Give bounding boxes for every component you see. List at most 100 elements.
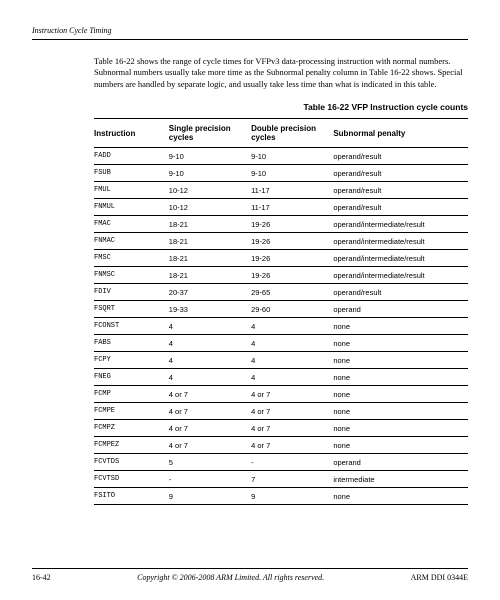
table-cell: operand/result <box>333 199 468 216</box>
table-cell: 29-65 <box>251 284 333 301</box>
table-cell: FNMSC <box>94 267 169 284</box>
table-cell: FADD <box>94 148 169 165</box>
table-cell: FMSC <box>94 250 169 267</box>
table-cell: - <box>169 471 251 488</box>
table-row: FNMSC18-2119-26operand/intermediate/resu… <box>94 267 468 284</box>
footer-rule <box>32 568 468 569</box>
table-cell: 4 <box>251 369 333 386</box>
table-cell: 4 <box>251 335 333 352</box>
table-cell: 4 or 7 <box>251 403 333 420</box>
table-row: FNEG44none <box>94 369 468 386</box>
table-cell: FDIV <box>94 284 169 301</box>
table-cell: 18-21 <box>169 267 251 284</box>
table-cell: none <box>333 352 468 369</box>
table-cell: 9 <box>169 488 251 505</box>
footer-doc-id: ARM DDI 0344E <box>411 573 468 582</box>
table-cell: operand/result <box>333 284 468 301</box>
table-cell: 4 <box>169 369 251 386</box>
table-row: FCVTSD-7intermediate <box>94 471 468 488</box>
table-cell: none <box>333 403 468 420</box>
table-row: FADD9-109-10operand/result <box>94 148 468 165</box>
table-cell: 19-26 <box>251 267 333 284</box>
table-cell: FCMPE <box>94 403 169 420</box>
col-header-double-precision: Double precision cycles <box>251 119 333 148</box>
table-header-row: Instruction Single precision cycles Doub… <box>94 119 468 148</box>
table-cell: 4 <box>251 318 333 335</box>
table-cell: - <box>251 454 333 471</box>
table-cell: 4 or 7 <box>251 437 333 454</box>
table-cell: FCMP <box>94 386 169 403</box>
table-cell: 4 <box>169 318 251 335</box>
table-cell: FCMPZ <box>94 420 169 437</box>
table-cell: FCVTSD <box>94 471 169 488</box>
table-cell: operand/intermediate/result <box>333 267 468 284</box>
table-cell: 4 <box>251 352 333 369</box>
footer-page-number: 16-42 <box>32 573 51 582</box>
table-cell: 18-21 <box>169 216 251 233</box>
table-cell: 9-10 <box>169 148 251 165</box>
table-cell: none <box>333 386 468 403</box>
page-footer: 16-42 Copyright © 2006-2008 ARM Limited.… <box>32 568 468 582</box>
table-row: FMSC18-2119-26operand/intermediate/resul… <box>94 250 468 267</box>
page-header-title: Instruction Cycle Timing <box>32 26 468 35</box>
table-cell: 9-10 <box>251 165 333 182</box>
table-cell: operand/result <box>333 165 468 182</box>
table-row: FCPY44none <box>94 352 468 369</box>
table-row: FNMAC18-2119-26operand/intermediate/resu… <box>94 233 468 250</box>
table-row: FMUL10-1211-17operand/result <box>94 182 468 199</box>
table-row: FSQRT19-3329-60operand <box>94 301 468 318</box>
table-cell: FSQRT <box>94 301 169 318</box>
table-cell: 19-26 <box>251 233 333 250</box>
col-header-subnormal-penalty: Subnormal penalty <box>333 119 468 148</box>
table-row: FNMUL10-1211-17operand/result <box>94 199 468 216</box>
table-cell: 18-21 <box>169 233 251 250</box>
table-cell: FMAC <box>94 216 169 233</box>
table-cell: FCMPEZ <box>94 437 169 454</box>
table-cell: none <box>333 437 468 454</box>
table-cell: operand/intermediate/result <box>333 250 468 267</box>
table-row: FSUB9-109-10operand/result <box>94 165 468 182</box>
table-cell: 10-12 <box>169 199 251 216</box>
table-cell: FSITO <box>94 488 169 505</box>
table-cell: 4 or 7 <box>169 403 251 420</box>
table-cell: FCONST <box>94 318 169 335</box>
table-cell: FNMAC <box>94 233 169 250</box>
table-cell: 4 or 7 <box>169 386 251 403</box>
table-row: FSITO99none <box>94 488 468 505</box>
table-row: FCMP4 or 74 or 7none <box>94 386 468 403</box>
table-row: FCVTDS5-operand <box>94 454 468 471</box>
table-cell: 20-37 <box>169 284 251 301</box>
table-cell: 29-60 <box>251 301 333 318</box>
table-cell: 4 or 7 <box>169 420 251 437</box>
footer-copyright: Copyright © 2006-2008 ARM Limited. All r… <box>137 573 324 582</box>
table-cell: FCVTDS <box>94 454 169 471</box>
table-cell: operand/intermediate/result <box>333 233 468 250</box>
table-cell: 19-26 <box>251 250 333 267</box>
table-cell: operand <box>333 454 468 471</box>
table-cell: FNEG <box>94 369 169 386</box>
intro-paragraph: Table 16-22 shows the range of cycle tim… <box>94 56 468 90</box>
table-caption: Table 16-22 VFP Instruction cycle counts <box>94 102 468 112</box>
table-cell: 4 <box>169 352 251 369</box>
table-row: FDIV20-3729-65operand/result <box>94 284 468 301</box>
table-cell: FMUL <box>94 182 169 199</box>
table-cell: 11-17 <box>251 199 333 216</box>
col-header-single-precision: Single precision cycles <box>169 119 251 148</box>
table-cell: 4 or 7 <box>251 420 333 437</box>
table-cell: 4 or 7 <box>251 386 333 403</box>
table-row: FCMPEZ4 or 74 or 7none <box>94 437 468 454</box>
table-cell: intermediate <box>333 471 468 488</box>
header-rule <box>32 39 468 40</box>
table-cell: 4 or 7 <box>169 437 251 454</box>
table-cell: operand/result <box>333 148 468 165</box>
table-cell: FNMUL <box>94 199 169 216</box>
table-cell: 19-26 <box>251 216 333 233</box>
table-cell: 10-12 <box>169 182 251 199</box>
table-cell: none <box>333 318 468 335</box>
table-cell: 5 <box>169 454 251 471</box>
table-cell: none <box>333 369 468 386</box>
cycle-counts-table: Instruction Single precision cycles Doub… <box>94 118 468 505</box>
table-cell: operand/intermediate/result <box>333 216 468 233</box>
table-cell: 18-21 <box>169 250 251 267</box>
table-cell: 9-10 <box>251 148 333 165</box>
